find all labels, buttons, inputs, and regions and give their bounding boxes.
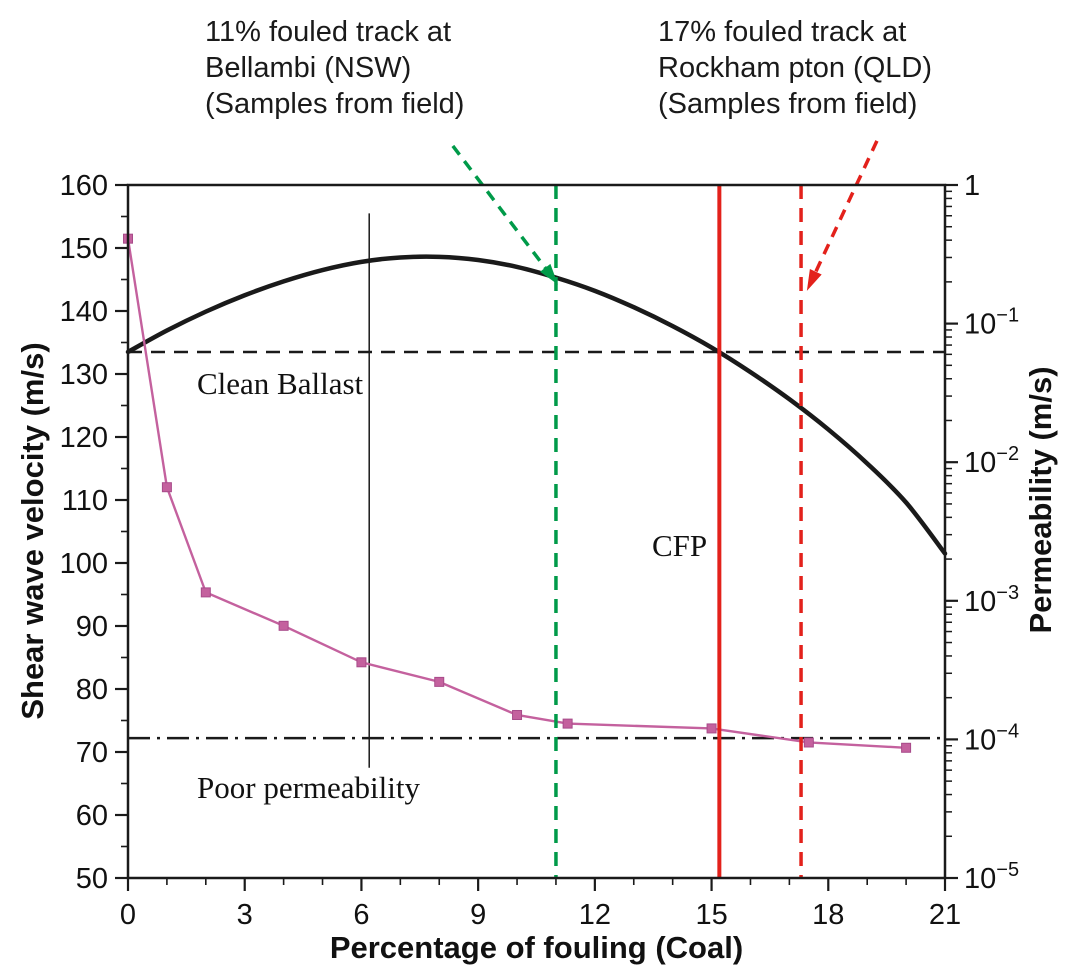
y-left-tick-label: 120 xyxy=(60,422,108,454)
poor-permeability-label: Poor permeability xyxy=(197,770,420,805)
permeability-marker xyxy=(803,737,814,748)
y-left-tick-label: 100 xyxy=(60,548,108,580)
y-left-tick-label: 80 xyxy=(76,674,108,706)
x-tick-label: 21 xyxy=(929,899,961,931)
x-tick-label: 3 xyxy=(237,899,253,931)
annotation-line: 17% fouled track at xyxy=(658,16,907,48)
y-axis-title-right: Permeability (m/s) xyxy=(1023,366,1058,634)
annotation-line: 11% fouled track at xyxy=(205,16,452,48)
y-right-tick-label: 10−4 xyxy=(964,720,1019,756)
rockhampton-arrow-shaft xyxy=(811,140,879,279)
y-right-tick-label: 10−1 xyxy=(964,305,1019,341)
y-left-tick-label: 160 xyxy=(60,170,108,202)
y-left-tick-label: 50 xyxy=(76,863,108,895)
permeability-marker xyxy=(161,482,172,493)
cfp-label: CFP xyxy=(652,528,708,563)
permeability-marker xyxy=(200,587,211,598)
permeability-marker xyxy=(512,709,523,720)
permeability-marker xyxy=(434,676,445,687)
y-axis-title-left: Shear wave velocity (m/s) xyxy=(15,342,50,720)
bellambi-arrow-shaft xyxy=(451,144,551,275)
permeability-curve xyxy=(126,238,907,749)
y-left-tick-label: 150 xyxy=(60,233,108,265)
x-tick-label: 15 xyxy=(695,899,727,931)
y-right-tick-label: 1 xyxy=(964,170,980,202)
y-right-tick-label: 10−2 xyxy=(964,443,1019,479)
annotation-line: (Samples from field) xyxy=(205,88,465,120)
annotation-line: (Samples from field) xyxy=(658,88,918,120)
y-left-tick-label: 110 xyxy=(62,485,108,517)
y-left-tick-label: 70 xyxy=(76,737,108,769)
y-right-tick-label: 10−5 xyxy=(964,859,1019,895)
permeability-marker xyxy=(356,657,367,668)
y-left-tick-label: 60 xyxy=(76,800,108,832)
permeability-marker xyxy=(278,620,289,631)
annotation-line: Rockham pton (QLD) xyxy=(658,52,932,84)
x-axis-title: Percentage of fouling (Coal) xyxy=(329,930,744,965)
rockhampton-annotation: 17% fouled track at Rockham pton (QLD) (… xyxy=(658,14,932,122)
clean-ballast-label: Clean Ballast xyxy=(197,366,364,401)
permeability-marker xyxy=(901,742,912,753)
x-tick-label: 0 xyxy=(120,899,136,931)
y-left-tick-label: 130 xyxy=(60,359,108,391)
y-left-tick-label: 90 xyxy=(76,611,108,643)
x-tick-label: 9 xyxy=(470,899,486,931)
bellambi-arrow-head xyxy=(540,263,558,285)
y-left-tick-label: 140 xyxy=(60,296,108,328)
rockhampton-arrow-head xyxy=(806,269,822,291)
permeability-marker xyxy=(706,723,717,734)
x-tick-label: 12 xyxy=(579,899,611,931)
y-right-tick-label: 10−3 xyxy=(964,582,1019,618)
x-tick-label: 6 xyxy=(353,899,369,931)
annotation-line: Bellambi (NSW) xyxy=(205,52,412,84)
shear-wave-curve xyxy=(125,254,948,556)
bellambi-annotation: 11% fouled track at Bellambi (NSW) (Samp… xyxy=(205,14,464,122)
x-tick-label: 18 xyxy=(812,899,844,931)
permeability-marker xyxy=(562,718,573,729)
